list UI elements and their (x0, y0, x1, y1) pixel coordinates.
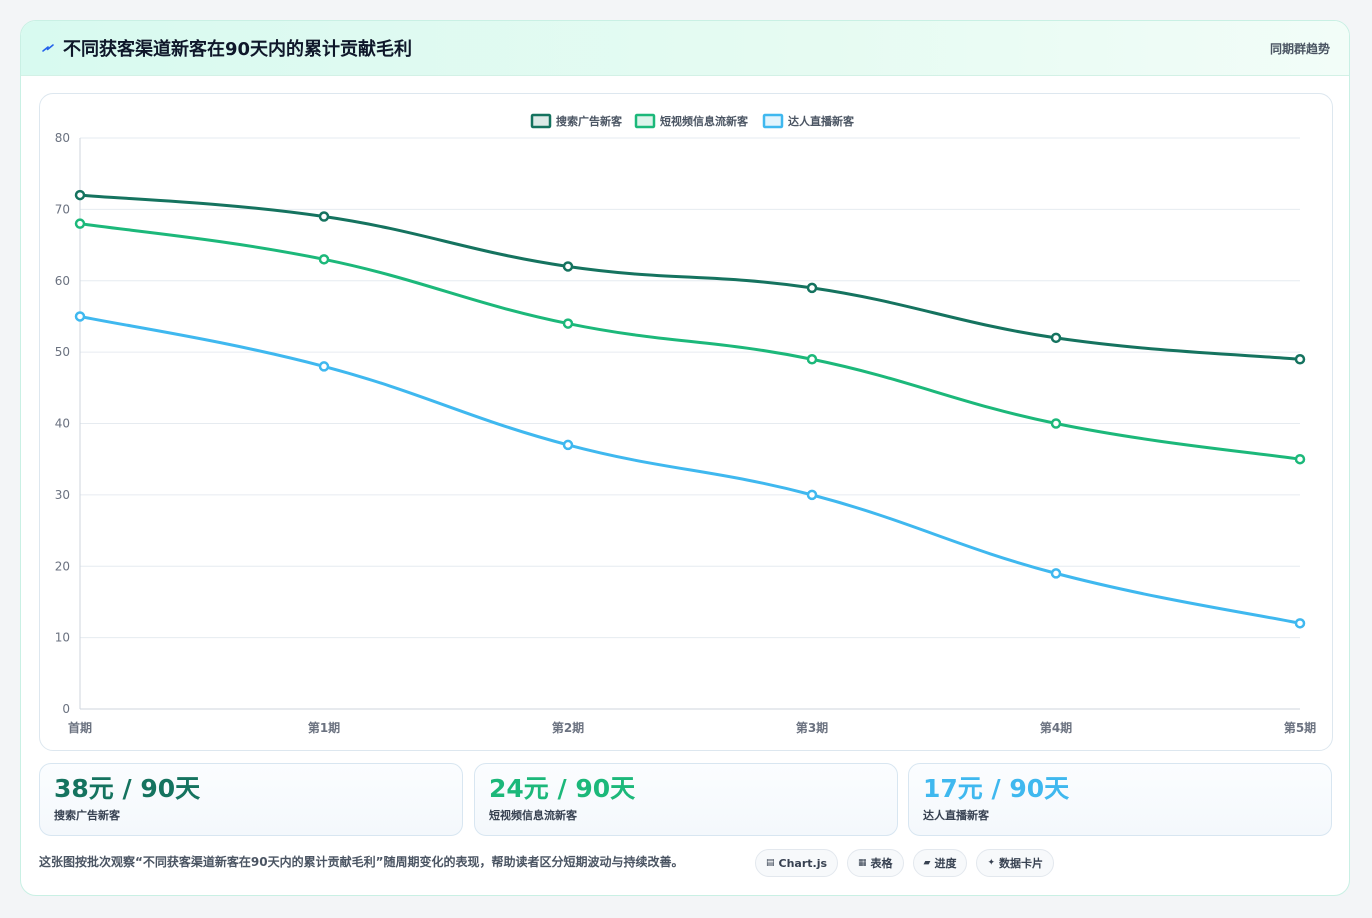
y-tick-label: 10 (55, 631, 70, 645)
header-tag: 同期群趋势 (1269, 41, 1330, 56)
y-tick-label: 60 (55, 274, 70, 288)
card-header: 不同获客渠道新客在90天内的累计贡献毛利 同期群趋势 (21, 21, 1349, 76)
legend-label: 短视频信息流新客 (660, 114, 749, 128)
data-point (74, 189, 86, 201)
stat-label: 达人直播新客 (923, 809, 989, 822)
tag-label: Chart.js (778, 856, 828, 870)
stat-label: 搜索广告新客 (54, 809, 120, 822)
tag-label: 表格 (870, 857, 893, 870)
tag-chartjs[interactable]: ▤ Chart.js (755, 849, 839, 877)
data-point (562, 261, 574, 272)
x-tick-label: 第3期 (796, 720, 828, 735)
data-point (318, 211, 330, 222)
data-point (806, 282, 818, 294)
title-wrap: 不同获客渠道新客在90天内的累计贡献毛利 (41, 35, 412, 61)
y-tick-label: 70 (55, 202, 70, 216)
chart-container: 0 10 20 30 40 50 60 70 80 首期 第1期 第2期 第3期 第4期 第5期 搜索广告新客… (39, 93, 1333, 751)
data-point (318, 361, 330, 372)
footnote: 这张图按批次观察“不同获客渠道新客在90天内的累计贡献毛利”随周期变化的表现，帮… (39, 855, 684, 869)
y-tick-label: 40 (55, 417, 70, 431)
data-point (1050, 568, 1062, 579)
data-point (1050, 418, 1062, 429)
series-line (79, 314, 1301, 625)
stat-label: 短视频信息流新客 (489, 809, 577, 822)
legend-swatch (634, 113, 656, 129)
x-tick-label: 第5期 (1284, 720, 1316, 735)
y-tick-label: 80 (55, 131, 70, 145)
line-chart: 0 10 20 30 40 50 60 70 80 首期 第1期 第2期 第3期 第4期 第5期 搜索广告新客… (55, 113, 1316, 735)
legend-swatch (530, 113, 552, 129)
x-tick-label: 首期 (68, 720, 92, 735)
data-point (806, 489, 818, 501)
chart-js-icon: ▤ (766, 858, 775, 868)
progress-icon: ▰ (923, 858, 931, 868)
stat-card-search: 38元 / 90天 搜索广告新客 (39, 763, 463, 836)
y-tick-label: 30 (55, 488, 70, 502)
x-tick-label: 第1期 (308, 720, 340, 735)
data-point (562, 439, 574, 451)
data-point (1294, 354, 1306, 365)
chart-card: 不同获客渠道新客在90天内的累计贡献毛利 同期群趋势 0 10 20 30 40 50 60… (20, 20, 1350, 896)
data-point (1050, 332, 1062, 344)
tag-label: 数据卡片 (999, 857, 1044, 870)
data-point (806, 354, 818, 365)
data-card-icon: ✦ (987, 858, 996, 868)
footer: 这张图按批次观察“不同获客渠道新客在90天内的累计贡献毛利”随周期变化的表现，帮… (39, 849, 1333, 883)
tag-data-card[interactable]: ✦ 数据卡片 (976, 849, 1055, 877)
stat-card-short-video: 24元 / 90天 短视频信息流新客 (474, 763, 898, 836)
data-point (74, 218, 86, 229)
tag-progress[interactable]: ▰ 进度 (912, 849, 968, 877)
x-tick-label: 第2期 (552, 720, 584, 735)
legend-swatch (762, 113, 784, 129)
tag-label: 进度 (934, 857, 957, 870)
data-point (1294, 618, 1306, 629)
table-icon: ▦ (858, 858, 867, 868)
series-line (79, 193, 1301, 361)
data-point (318, 254, 330, 265)
data-point (74, 311, 86, 322)
series-line (79, 222, 1301, 461)
legend-label: 达人直播新客 (788, 114, 855, 128)
y-tick-label: 50 (55, 345, 70, 359)
tag-list: ▤ Chart.js ▦ 表格 ▰ 进度 ✦ 数据卡片 (755, 849, 1063, 877)
page-title: 不同获客渠道新客在90天内的累计贡献毛利 (63, 39, 413, 60)
bolt-icon (42, 44, 54, 52)
y-tick-label: 20 (55, 559, 70, 573)
x-tick-label: 第4期 (1040, 720, 1072, 735)
data-point (562, 318, 574, 329)
stat-cards: 38元 / 90天 搜索广告新客 24元 / 90天 短视频信息流新客 17元 … (39, 763, 1333, 836)
stat-value: 38元 / 90天 (54, 774, 201, 803)
y-tick-label: 0 (62, 702, 70, 716)
stat-value: 17元 / 90天 (923, 774, 1070, 803)
tag-table[interactable]: ▦ 表格 (847, 849, 904, 877)
data-point (1294, 453, 1306, 465)
stat-card-live: 17元 / 90天 达人直播新客 (908, 763, 1332, 836)
legend-label: 搜索广告新客 (556, 114, 623, 128)
stat-value: 24元 / 90天 (489, 774, 636, 803)
